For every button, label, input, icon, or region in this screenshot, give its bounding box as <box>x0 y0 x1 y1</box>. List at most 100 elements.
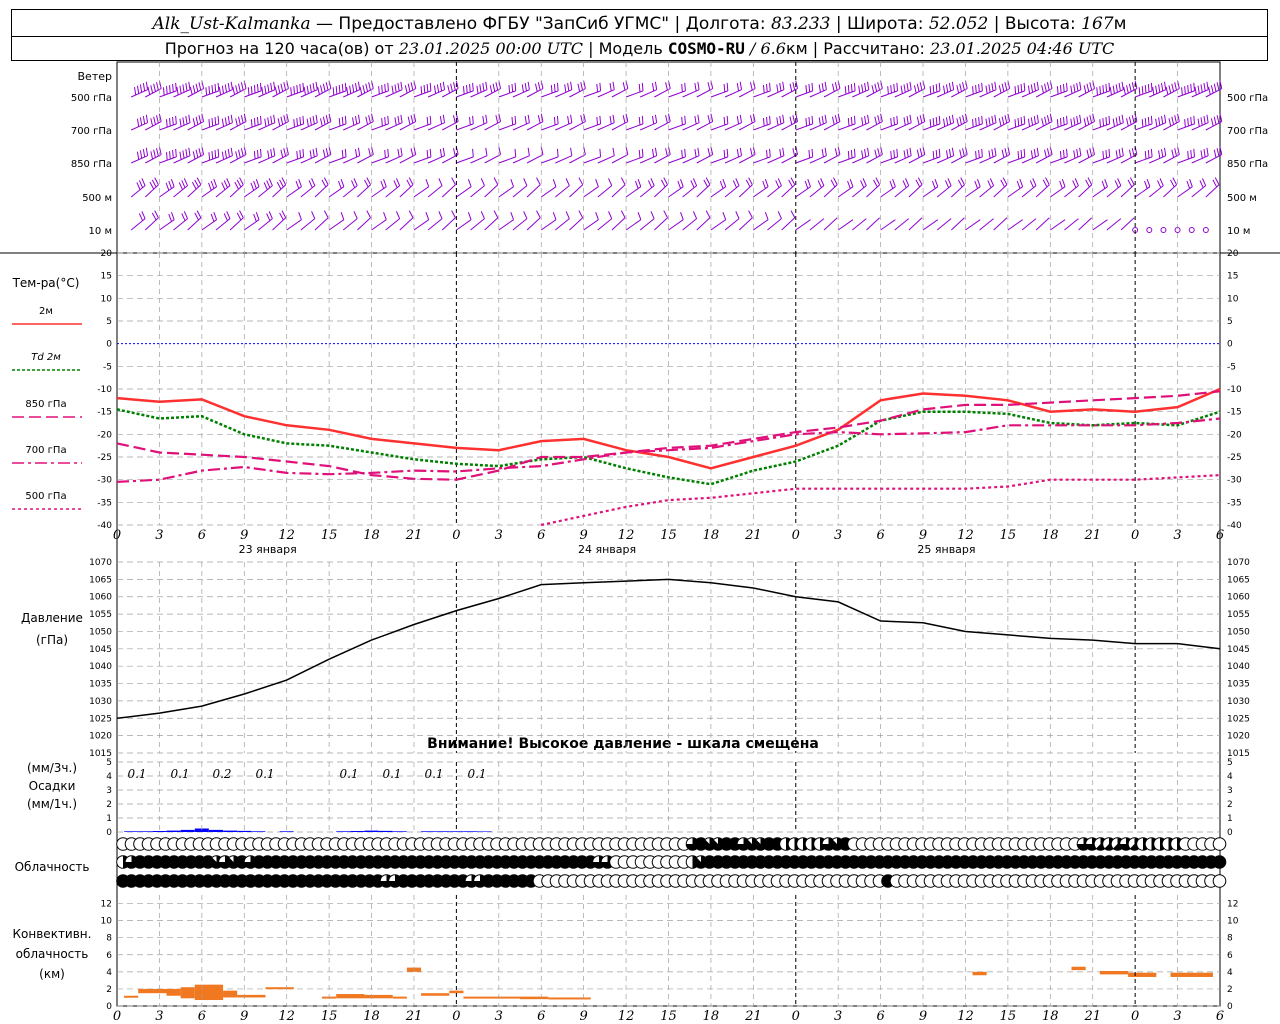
wind-barb-flag <box>638 149 641 158</box>
wind-barb-staff <box>1163 184 1177 198</box>
wind-barb-flag <box>862 178 867 186</box>
wind-barb-flag <box>1108 148 1111 157</box>
wind-barb-flag <box>303 86 306 96</box>
wind-barb-flag <box>1146 178 1151 187</box>
wind-barb-flag <box>877 148 880 157</box>
wind-barb-flag <box>232 86 236 95</box>
wind-barb-staff <box>484 154 501 164</box>
wind-barb-flag <box>974 180 979 189</box>
wind-barb-flag <box>133 86 137 96</box>
wind-barb-staff <box>738 88 756 98</box>
wind-barb-flag <box>960 177 965 185</box>
wind-barb-flag <box>253 151 256 160</box>
wind-barb-flag <box>397 83 400 92</box>
wind-barb-staff <box>1120 154 1138 164</box>
wind-barb-flag <box>722 178 727 187</box>
hour-label-temp: 15 <box>321 528 338 543</box>
wind-barb-flag <box>1105 83 1108 92</box>
wind-barb-flag <box>511 116 514 125</box>
wind-barb-flag <box>299 149 302 158</box>
wind-barb-flag <box>694 116 697 125</box>
wind-barb-staff <box>753 90 771 98</box>
wind-barb-staff <box>555 155 573 164</box>
wind-barb-flag <box>1070 85 1073 94</box>
hour-label-bottom: 12 <box>957 1009 974 1024</box>
wind-barb-flag <box>214 83 217 92</box>
wind-barb-flag <box>821 149 824 158</box>
wind-barb-flag <box>395 178 401 186</box>
wind-barb-flag <box>286 113 289 122</box>
wind-barb-staff <box>625 90 644 98</box>
wind-barb-flag <box>1159 178 1164 186</box>
wind-barb-staff <box>781 154 798 164</box>
wind-barb-flag <box>739 114 743 123</box>
wind-barb-flag <box>916 149 920 158</box>
wind-barb-staff <box>385 218 400 231</box>
wind-barb-flag <box>1123 86 1126 95</box>
wind-barb-flag <box>1131 82 1135 91</box>
wind-barb-flag <box>681 116 683 125</box>
wind-barb-staff <box>456 90 474 98</box>
wind-barb-flag <box>381 118 383 127</box>
wind-barb-flag <box>352 84 355 93</box>
precip-bar <box>421 831 436 832</box>
wind-barb-flag <box>1023 82 1026 91</box>
precip-bar <box>208 829 223 832</box>
wind-barb-flag <box>849 178 854 187</box>
wind-barb-flag <box>795 113 799 122</box>
temp-legend-label: 700 гПа <box>25 445 66 456</box>
wind-barb-flag <box>1121 81 1124 90</box>
wind-barb-flag <box>188 147 191 156</box>
wind-barb-flag <box>654 81 658 90</box>
wind-barb-flag <box>150 85 154 94</box>
wind-barb-flag <box>226 178 231 186</box>
calm-marker <box>1188 227 1195 233</box>
wind-barb-staff <box>258 218 273 231</box>
wind-barb-flag <box>344 148 347 157</box>
precip-bar <box>237 830 252 832</box>
wind-barb-staff <box>470 185 485 198</box>
wind-barb-staff <box>1078 184 1093 198</box>
wind-barb-staff <box>300 218 316 231</box>
wind-barb-staff <box>1120 217 1135 231</box>
wind-barb-flag <box>256 83 259 92</box>
wind-barb-flag <box>1121 114 1124 123</box>
wind-barb-flag <box>948 83 952 92</box>
cloud-row-lower <box>116 874 1227 888</box>
wind-barb-staff <box>993 184 1008 198</box>
wind-barb-flag <box>919 82 923 91</box>
wind-barb-staff <box>399 184 414 198</box>
wind-barb-staff <box>1021 218 1037 231</box>
wind-barb-staff <box>159 90 177 98</box>
wind-barb-staff <box>583 156 601 164</box>
wind-barb-flag <box>906 116 909 125</box>
wind-barb-flag <box>168 180 172 189</box>
wind-barb-staff <box>498 219 514 231</box>
wind-barb-staff <box>696 217 711 231</box>
conv-tick-left: 6 <box>106 951 112 961</box>
wind-barb-flag <box>191 181 197 190</box>
precip-3h-label: 0.2 <box>212 767 231 781</box>
wind-barb-flag <box>690 180 695 188</box>
wind-barb-flag <box>938 82 941 91</box>
wind-barb-flag <box>1131 115 1135 124</box>
wind-barb-staff <box>244 123 262 131</box>
wind-barb-flag <box>951 81 955 90</box>
wind-barb-flag <box>138 213 144 221</box>
wind-barb-flag <box>1102 118 1105 127</box>
wind-barb-staff <box>1035 154 1053 164</box>
hour-label-temp: 18 <box>1042 528 1059 543</box>
wind-barb-flag <box>641 82 644 91</box>
hour-label-temp: 6 <box>198 528 206 543</box>
wind-barb-flag <box>400 81 403 90</box>
wind-barb-staff <box>456 123 474 131</box>
wind-barb-staff <box>484 121 501 131</box>
wind-barb-flag <box>877 82 880 91</box>
wind-barb-staff <box>753 219 769 231</box>
wind-barb-staff <box>668 90 686 98</box>
wind-barb-staff <box>540 186 557 198</box>
wind-barb-flag <box>684 115 686 124</box>
wind-barb-flag <box>408 210 414 218</box>
wind-barb-flag <box>991 83 994 92</box>
wind-barb-flag <box>660 179 666 188</box>
